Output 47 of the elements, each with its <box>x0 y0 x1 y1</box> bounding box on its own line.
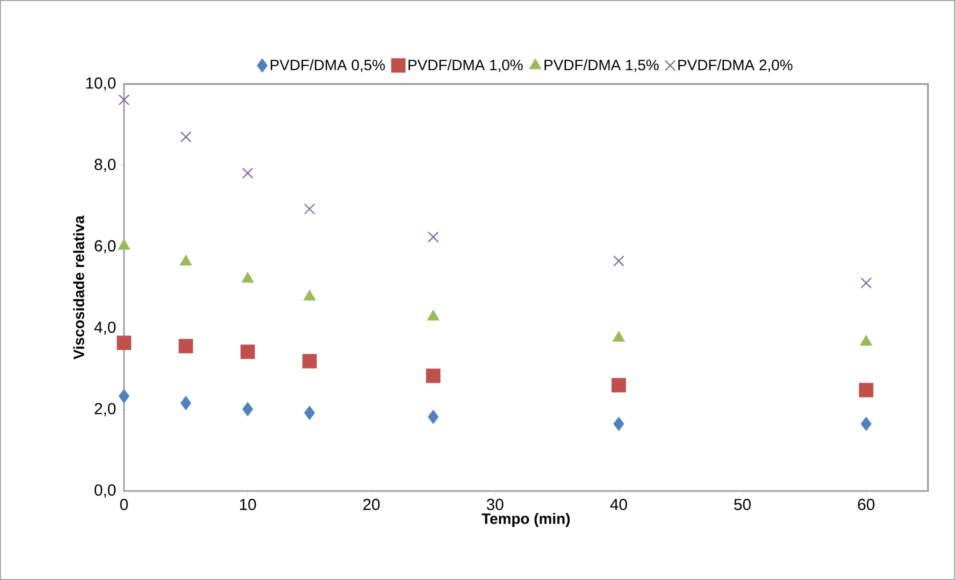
x-tick-label: 0 <box>120 498 128 510</box>
point <box>613 416 624 432</box>
y-tick-label: 8,0 <box>94 158 116 172</box>
point <box>116 336 132 350</box>
point <box>118 388 130 404</box>
y-tick-label: 4,0 <box>94 322 116 335</box>
point <box>118 238 130 250</box>
legend-label: PVDF/DMA 0,5% <box>270 59 385 72</box>
point <box>302 354 317 368</box>
point <box>180 396 192 410</box>
point <box>180 131 192 142</box>
y-tick-label: 0,0 <box>94 484 116 498</box>
y-tick-label: 2,0 <box>94 402 116 416</box>
point <box>612 378 626 392</box>
legend-label: PVDF/DMA 1,0% <box>408 59 523 72</box>
x-tick-label: 60 <box>858 498 874 510</box>
point <box>612 330 626 342</box>
point <box>178 338 194 354</box>
point <box>118 94 130 106</box>
point <box>241 272 254 283</box>
point <box>242 168 254 179</box>
point <box>428 410 439 424</box>
point <box>242 402 254 416</box>
point <box>304 203 316 214</box>
point <box>426 310 440 320</box>
x-axis-title: Tempo (min) <box>482 512 570 527</box>
point <box>860 416 872 432</box>
x-tick-label: 40 <box>610 498 628 510</box>
y-axis-title: Viscosidade relativa <box>73 215 84 360</box>
point <box>860 334 872 346</box>
y-tick-label: 10,0 <box>86 77 116 91</box>
y-tick-label: 6,0 <box>94 240 116 254</box>
legend-label: PVDF/DMA 2,0% <box>678 59 792 72</box>
x-tick-label: 10 <box>240 498 256 510</box>
point <box>613 255 624 267</box>
point <box>858 382 874 398</box>
x-tick-label: 20 <box>363 498 380 510</box>
point <box>240 344 255 359</box>
x-tick-label: 50 <box>734 498 751 510</box>
point <box>860 277 872 289</box>
point <box>303 290 316 301</box>
point <box>428 231 439 243</box>
point <box>304 406 315 420</box>
x-tick-label: 30 <box>486 498 504 510</box>
legend-label: PVDF/DMA 1,5% <box>544 59 659 72</box>
point <box>426 368 440 384</box>
point <box>180 254 192 266</box>
